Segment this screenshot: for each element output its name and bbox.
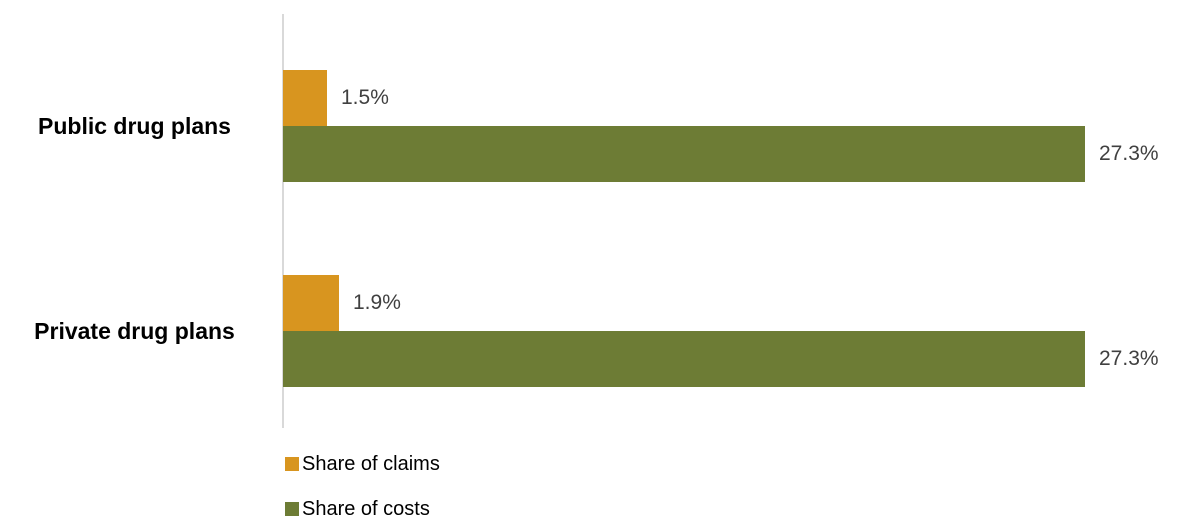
value-label-share-of-claims-private-drug-plans: 1.9% xyxy=(353,291,401,314)
legend-label: Share of costs xyxy=(302,497,430,520)
value-label-share-of-costs-private-drug-plans: 27.3% xyxy=(1099,347,1159,370)
value-label-share-of-claims-public-drug-plans: 1.5% xyxy=(341,86,389,109)
bar-share-of-costs-public-drug-plans xyxy=(283,126,1085,182)
legend-swatch-icon xyxy=(285,457,299,471)
y-axis-line xyxy=(282,14,284,428)
legend-item-share-of-costs: Share of costs xyxy=(285,498,430,520)
legend-swatch-icon xyxy=(285,502,299,516)
legend-item-share-of-claims: Share of claims xyxy=(285,453,440,475)
category-label-private-drug-plans: Private drug plans xyxy=(34,318,235,344)
value-label-share-of-costs-public-drug-plans: 27.3% xyxy=(1099,142,1159,165)
bar-share-of-costs-private-drug-plans xyxy=(283,331,1085,387)
legend-label: Share of claims xyxy=(302,452,440,475)
bar-share-of-claims-public-drug-plans xyxy=(283,70,327,126)
category-label-public-drug-plans: Public drug plans xyxy=(38,113,231,139)
bar-share-of-claims-private-drug-plans xyxy=(283,275,339,331)
